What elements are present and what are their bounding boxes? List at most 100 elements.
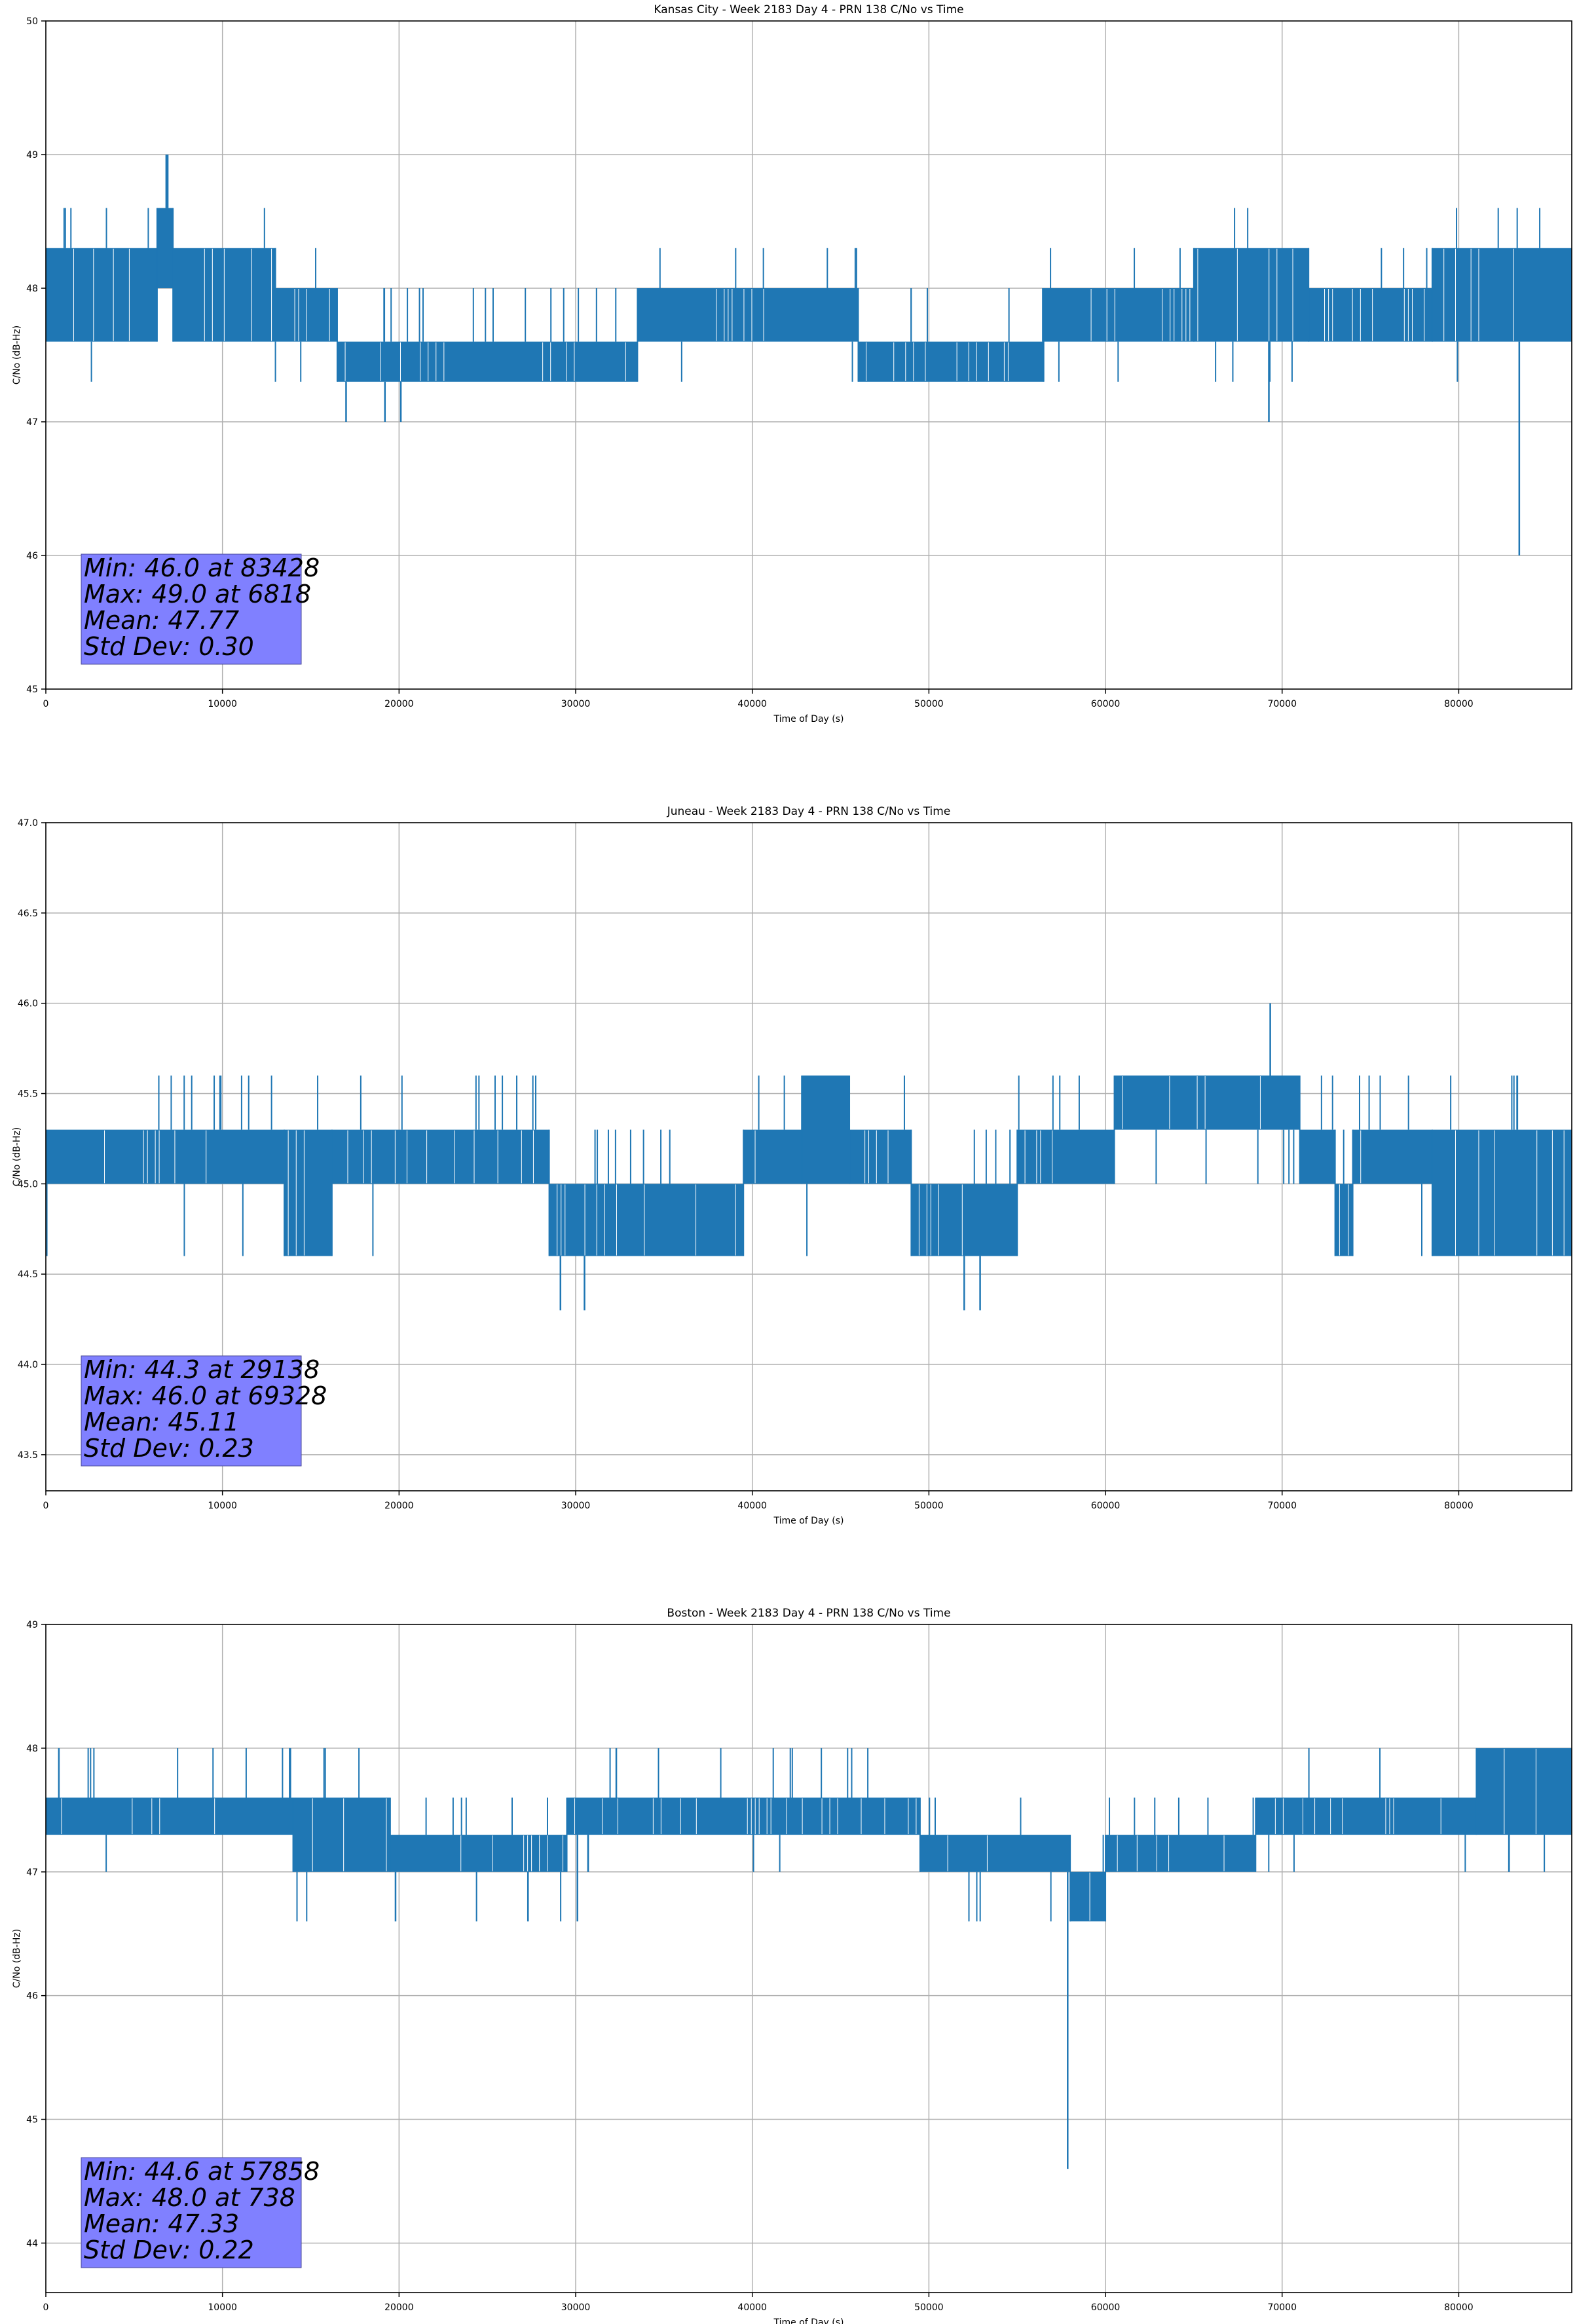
series-band <box>919 1835 1071 1872</box>
series-band <box>549 1184 744 1256</box>
x-tick-label: 30000 <box>561 699 591 709</box>
series-trace <box>46 1003 1572 1311</box>
series-band <box>911 1184 1018 1256</box>
series-band <box>1299 1129 1335 1184</box>
y-tick-label: 49 <box>26 1620 38 1630</box>
y-tick-label: 47.0 <box>18 818 38 829</box>
series-band <box>802 1075 850 1184</box>
y-tick-label: 45 <box>26 684 38 695</box>
series-band <box>46 1129 285 1184</box>
y-tick-label: 45 <box>26 2115 38 2126</box>
x-tick-label: 70000 <box>1267 699 1297 709</box>
y-tick-label: 50 <box>26 16 38 27</box>
x-tick-label: 0 <box>43 1501 49 1511</box>
x-tick-label: 70000 <box>1267 1501 1297 1511</box>
series-trace <box>46 155 1572 555</box>
y-tick-label: 46 <box>26 1991 38 2002</box>
y-tick-label: 48 <box>26 284 38 294</box>
stats-line: Std Dev: 0.22 <box>84 2236 254 2264</box>
stats-box-background <box>81 2157 302 2268</box>
y-tick-label: 48 <box>26 1744 38 1754</box>
x-tick-label: 0 <box>43 699 49 709</box>
axes-frame <box>45 822 1572 1491</box>
series-band <box>1352 1129 1432 1184</box>
series-band <box>284 1129 332 1256</box>
stats-box-background <box>81 553 302 665</box>
y-axis-label: C/No (dB-Hz) <box>12 1127 22 1186</box>
series-band <box>566 1797 920 1835</box>
x-tick-label: 10000 <box>208 2302 237 2313</box>
x-tick-label: 50000 <box>914 699 944 709</box>
series-band <box>46 1797 293 1835</box>
y-tick-label: 44.5 <box>18 1269 38 1280</box>
series-band <box>1476 1748 1572 1835</box>
y-axis-label: C/No (dB-Hz) <box>12 1929 22 1988</box>
y-tick-label: 47 <box>26 1867 38 1878</box>
series-band <box>1308 288 1432 342</box>
axes-frame <box>45 20 1572 690</box>
x-tick-label: 80000 <box>1444 699 1474 709</box>
y-tick-label: 46 <box>26 551 38 561</box>
y-tick-label: 44 <box>26 2238 38 2249</box>
y-axis-label: C/No (dB-Hz) <box>12 326 22 384</box>
x-tick-label: 20000 <box>384 699 414 709</box>
x-tick-label: 50000 <box>914 2302 944 2313</box>
series-band <box>743 1129 802 1184</box>
series-band <box>390 1835 567 1872</box>
series-band <box>1043 288 1194 342</box>
series-band <box>331 1129 549 1184</box>
stats-line: Max: 46.0 at 69328 <box>84 1381 327 1410</box>
stats-line: Min: 44.3 at 29138 <box>84 1355 320 1384</box>
x-tick-label: 20000 <box>384 1501 414 1511</box>
y-tick-label: 45.5 <box>18 1089 38 1100</box>
series-band <box>1114 1075 1300 1130</box>
x-tick-label: 70000 <box>1267 2302 1297 2313</box>
y-tick-label: 46.5 <box>18 909 38 919</box>
x-tick-label: 10000 <box>208 699 237 709</box>
axes-frame <box>45 1624 1572 2293</box>
series-trace <box>46 1748 1572 2169</box>
x-tick-label: 20000 <box>384 2302 414 2313</box>
stats-line: Std Dev: 0.30 <box>84 632 254 661</box>
x-tick-label: 40000 <box>737 2302 767 2313</box>
x-tick-label: 30000 <box>561 2302 591 2313</box>
x-tick-label: 40000 <box>737 1501 767 1511</box>
series-band <box>1193 248 1309 342</box>
y-tick-label: 45.0 <box>18 1179 38 1190</box>
chart-title: Kansas City - Week 2183 Day 4 - PRN 138 … <box>654 3 963 16</box>
y-tick-label: 47 <box>26 417 38 428</box>
x-tick-label: 80000 <box>1444 2302 1474 2313</box>
x-tick-label: 30000 <box>561 1501 591 1511</box>
x-tick-label: 60000 <box>1091 699 1121 709</box>
y-tick-label: 43.5 <box>18 1450 38 1461</box>
chart-panel-1: 0 10000 20000 30000 40000 50000 60000 70000 8000… <box>12 3 1572 724</box>
chart-panel-2: 0 10000 20000 30000 40000 50000 60000 70000 8000… <box>12 805 1572 1526</box>
series-band <box>1432 1129 1572 1256</box>
stats-line: Max: 49.0 at 6818 <box>84 580 311 609</box>
y-tick-label: 44.0 <box>18 1360 38 1370</box>
chart-title: Juneau - Week 2183 Day 4 - PRN 138 C/No … <box>667 805 951 818</box>
x-tick-label: 0 <box>43 2302 49 2313</box>
x-tick-label: 60000 <box>1091 1501 1121 1511</box>
y-tick-label: 49 <box>26 150 38 160</box>
x-tick-label: 50000 <box>914 1501 944 1511</box>
x-tick-label: 10000 <box>208 1501 237 1511</box>
series-band <box>1335 1184 1353 1256</box>
x-axis-label: Time of Day (s) <box>773 2317 844 2324</box>
series-band <box>637 288 859 342</box>
stats-line: Mean: 47.77 <box>84 606 239 635</box>
chart-title: Boston - Week 2183 Day 4 - PRN 138 C/No … <box>667 1607 950 1620</box>
stats-line: Min: 44.6 at 57858 <box>84 2157 320 2186</box>
series-band <box>1255 1797 1477 1835</box>
series-band <box>1070 1871 1106 1922</box>
series-band <box>858 341 1044 382</box>
stats-box-background <box>81 1355 302 1467</box>
x-tick-label: 60000 <box>1091 2302 1121 2313</box>
x-axis-label: Time of Day (s) <box>773 1516 844 1526</box>
stats-line: Mean: 45.11 <box>84 1408 239 1436</box>
series-band <box>1105 1835 1256 1872</box>
series-band <box>849 1129 912 1184</box>
